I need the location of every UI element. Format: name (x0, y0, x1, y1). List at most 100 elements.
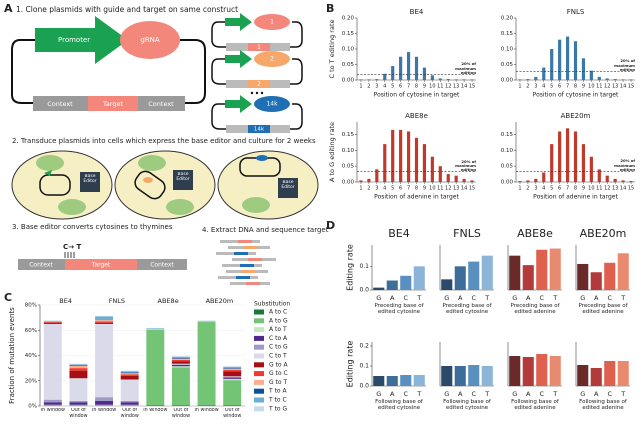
x-axis-label: Following base of edited adenine (511, 399, 559, 412)
bar (373, 376, 385, 386)
bar-segment (223, 378, 242, 381)
bar (391, 129, 395, 182)
target-label: 1 (257, 45, 261, 51)
x-tick-label: 3 (534, 186, 537, 192)
bar (509, 255, 521, 290)
bar-segment (197, 405, 216, 406)
x-axis-label-box: Preceding base of edited cytosine (374, 303, 424, 316)
y-tick-label: 0% (28, 404, 37, 410)
bar (536, 354, 548, 386)
x-tick-label-box: Out of window (172, 408, 190, 419)
y-tick-label: 0.10 (342, 148, 355, 154)
bar-segment (171, 364, 190, 367)
bar-segment (95, 322, 114, 324)
bar (549, 356, 561, 386)
bar (438, 78, 442, 80)
x-tick-label: 15 (469, 84, 475, 90)
x-tick-label: 6 (399, 186, 402, 192)
x-tick-label: 7 (407, 84, 410, 90)
x-tick-label: 13 (612, 84, 618, 90)
x-tick-label: G (512, 390, 517, 398)
bar (399, 129, 403, 182)
bar-segment (146, 328, 165, 330)
x-tick-label: 5 (550, 186, 553, 192)
x-tick-label: 14 (620, 186, 626, 192)
y-axis-label: Fraction of mutation events (8, 307, 16, 404)
bar (613, 79, 617, 80)
bar (589, 156, 593, 182)
x-tick-label: A (594, 390, 599, 398)
x-tick-label: 2 (526, 186, 529, 192)
x-tick-label-box: In window (91, 408, 117, 413)
context-label: Context (47, 100, 73, 108)
target-block (65, 259, 137, 270)
bar-segment (120, 372, 139, 374)
panel-letter: B (326, 2, 334, 15)
x-axis-label: Following base of edited adenine (579, 399, 627, 412)
legend-swatch (254, 379, 264, 385)
x-tick-label: 11 (437, 186, 443, 192)
x-tick-label: 11 (596, 186, 602, 192)
x-tick-label: 7 (566, 84, 569, 90)
bar (470, 180, 474, 182)
bar (613, 178, 617, 182)
bar-segment (171, 359, 190, 362)
legend-swatch (254, 397, 264, 403)
threshold-annotation: 20% of maximum editing (614, 59, 635, 72)
x-tick-label: 6 (399, 84, 402, 90)
base-editor-label: Base Editor (83, 174, 97, 185)
bar (597, 76, 601, 80)
bar (573, 131, 578, 182)
bar (359, 180, 363, 182)
step-text: 1. Clone plasmids with guide and target … (16, 5, 238, 14)
y-tick-label: 0.20 (342, 16, 355, 22)
x-tick-label: A (526, 294, 531, 302)
bar-segment (69, 368, 88, 371)
bar-segment (69, 363, 88, 365)
bar (454, 175, 458, 182)
x-tick-label: 14 (620, 84, 626, 90)
y-tick-label: 0.1 (359, 363, 369, 370)
bar (383, 144, 387, 182)
group-label: FNLS (109, 297, 125, 305)
group-label: BE4 (59, 297, 72, 305)
y-tick-label: 0.10 (342, 47, 355, 53)
x-tick-label: 13 (612, 186, 618, 192)
bar (446, 79, 450, 80)
x-tick-label: 10 (429, 186, 435, 192)
x-tick-label: C (471, 294, 476, 302)
bar (549, 248, 561, 290)
legend-swatch (254, 344, 264, 350)
y-tick-label: 0.00 (501, 180, 514, 186)
context-block (138, 96, 185, 111)
x-tick-label: 15 (628, 84, 634, 90)
x-tick-label: 13 (453, 84, 459, 90)
bar-segment (120, 375, 139, 380)
bar-segment (43, 404, 62, 406)
bar (558, 39, 562, 80)
chart-title: BE4 (388, 227, 410, 240)
x-axis-label: Preceding base of edited cytosine (374, 303, 424, 316)
sequence-reads (216, 240, 276, 285)
legend-label: A to C (269, 309, 287, 316)
x-tick-label: In window (40, 408, 65, 413)
x-tick-label: 12 (445, 186, 451, 192)
x-tick-label: T (552, 390, 557, 398)
bar-segment (171, 356, 190, 357)
bar (518, 181, 522, 182)
bar-segment (43, 323, 62, 400)
bar-segment (120, 371, 139, 373)
x-tick-label: 1 (518, 186, 521, 192)
x-tick-label: In window (91, 408, 117, 413)
bar (518, 79, 522, 80)
x-tick-label-box: In window (40, 408, 65, 413)
legend-label: T to G (268, 405, 288, 412)
x-tick-label: T (416, 390, 421, 398)
bar (383, 73, 387, 80)
x-tick-label: T (552, 294, 557, 302)
x-tick-label: A (458, 294, 463, 302)
x-tick-label: Out of window (120, 408, 139, 419)
bar (470, 79, 474, 80)
chart-title: ABE8e (517, 227, 553, 240)
bar-segment (223, 376, 242, 377)
